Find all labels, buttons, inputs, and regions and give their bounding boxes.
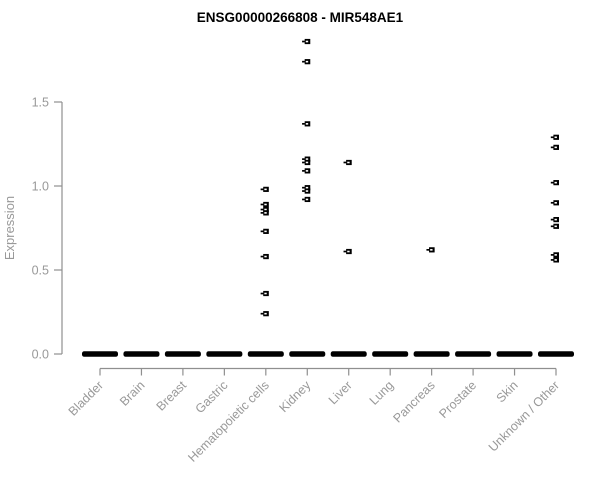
- data-point: [302, 185, 311, 191]
- data-point: [343, 248, 352, 255]
- x-tick-label: Lung: [367, 378, 397, 408]
- y-tick-label: 1.5: [32, 96, 49, 110]
- y-tick-label: 0.5: [32, 264, 49, 278]
- data-point: [550, 223, 559, 229]
- data-point: [260, 311, 269, 317]
- zero-expression-bar: [372, 351, 409, 357]
- data-point: [550, 180, 559, 186]
- y-axis: 0.0 0.5 1.0 1.5: [32, 96, 63, 362]
- data-point: [426, 247, 435, 253]
- data-point: [302, 188, 311, 194]
- x-tick-label: Bladder: [66, 378, 106, 418]
- data-point: [302, 168, 311, 174]
- data-point: [260, 253, 269, 260]
- data-point: [550, 252, 559, 258]
- zero-expression-bar: [164, 351, 201, 357]
- data-point: [302, 121, 311, 127]
- x-tick-label: Prostate: [436, 378, 479, 421]
- zero-expression-bar: [82, 351, 118, 357]
- zero-expression-bar: [206, 351, 243, 357]
- x-tick-label: Unknown / Other: [486, 378, 562, 454]
- zero-expression-bar: [496, 351, 533, 357]
- zero-expression-bar: [455, 351, 492, 357]
- x-tick-label: Kidney: [276, 378, 313, 415]
- data-point: [343, 159, 352, 166]
- data-point: [302, 159, 311, 166]
- x-tick-label: Gastric: [193, 378, 231, 416]
- chart-title: ENSG00000266808 - MIR548AE1: [197, 10, 404, 25]
- data-point: [260, 201, 269, 208]
- zero-expression-bar: [330, 351, 367, 357]
- data-point: [550, 217, 559, 223]
- zero-expression-bar: [538, 351, 574, 357]
- data-point: [302, 38, 311, 45]
- data-point: [260, 186, 269, 192]
- x-tick-label: Pancreas: [391, 378, 438, 425]
- x-tick-label: Breast: [154, 378, 190, 414]
- data-point: [260, 228, 269, 234]
- x-tick-label: Skin: [494, 378, 521, 405]
- x-tick-label: Hematopoietic cells: [185, 378, 272, 465]
- plot-points: [82, 38, 574, 357]
- y-tick-label: 1.0: [32, 180, 49, 194]
- zero-expression-bar: [247, 351, 284, 357]
- y-tick-label: 0.0: [32, 348, 49, 362]
- zero-expression-bar: [123, 351, 160, 357]
- zero-expression-bar: [413, 351, 450, 357]
- data-point: [260, 210, 269, 216]
- zero-expression-bar: [289, 351, 326, 357]
- data-point: [260, 290, 269, 297]
- y-axis-title: Expression: [2, 196, 17, 260]
- data-point: [550, 134, 559, 140]
- data-point: [550, 257, 559, 263]
- data-point: [302, 196, 311, 203]
- x-tick-label: Liver: [326, 378, 355, 407]
- x-tick-label: Brain: [117, 378, 148, 409]
- data-point: [302, 156, 311, 162]
- data-point: [260, 206, 269, 213]
- data-point: [550, 144, 559, 150]
- data-point: [550, 200, 559, 206]
- data-point: [302, 59, 311, 65]
